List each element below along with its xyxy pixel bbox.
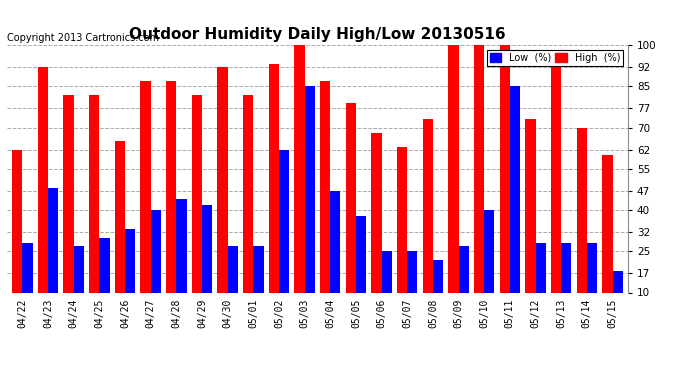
Bar: [89, 94, 99, 320]
Bar: [613, 270, 623, 320]
Bar: [115, 141, 125, 320]
Bar: [397, 147, 407, 320]
Bar: [586, 243, 597, 320]
Bar: [228, 246, 238, 320]
Bar: [433, 260, 443, 320]
Bar: [38, 67, 48, 320]
Bar: [12, 150, 22, 320]
Bar: [577, 128, 586, 320]
Bar: [99, 237, 110, 320]
Bar: [48, 188, 58, 320]
Bar: [279, 150, 289, 320]
Bar: [202, 204, 213, 320]
Bar: [304, 86, 315, 320]
Bar: [295, 45, 304, 320]
Bar: [484, 210, 495, 320]
Text: Copyright 2013 Cartronics.com: Copyright 2013 Cartronics.com: [7, 33, 159, 42]
Bar: [268, 64, 279, 320]
Bar: [371, 133, 382, 320]
Bar: [320, 81, 331, 320]
Bar: [602, 155, 613, 320]
Bar: [331, 191, 340, 320]
Bar: [192, 94, 202, 320]
Bar: [140, 81, 150, 320]
Bar: [22, 243, 32, 320]
Bar: [382, 251, 392, 320]
Bar: [166, 81, 176, 320]
Bar: [74, 246, 84, 320]
Bar: [356, 216, 366, 320]
Bar: [407, 251, 417, 320]
Bar: [422, 119, 433, 320]
Title: Outdoor Humidity Daily High/Low 20130516: Outdoor Humidity Daily High/Low 20130516: [129, 27, 506, 42]
Bar: [253, 246, 264, 320]
Bar: [459, 246, 469, 320]
Bar: [125, 229, 135, 320]
Legend: Low  (%), High  (%): Low (%), High (%): [486, 50, 623, 66]
Bar: [63, 94, 74, 320]
Bar: [535, 243, 546, 320]
Bar: [346, 103, 356, 320]
Bar: [525, 119, 535, 320]
Bar: [551, 67, 561, 320]
Bar: [561, 243, 571, 320]
Bar: [510, 86, 520, 320]
Bar: [474, 45, 484, 320]
Bar: [150, 210, 161, 320]
Bar: [217, 67, 228, 320]
Bar: [176, 199, 186, 320]
Bar: [448, 45, 459, 320]
Bar: [500, 45, 510, 320]
Bar: [243, 94, 253, 320]
